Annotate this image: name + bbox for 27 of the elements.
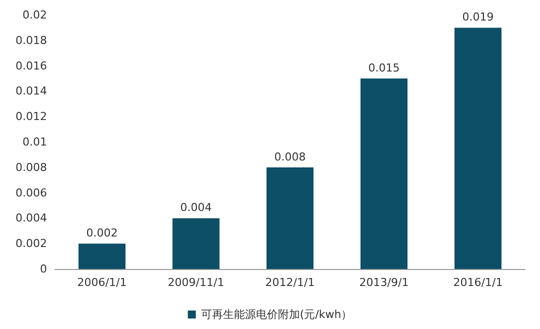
y-tick-label: 0.008 [16, 160, 47, 174]
bar [266, 167, 314, 269]
y-tick-label: 0.01 [22, 136, 47, 148]
bar [454, 28, 502, 269]
bar [172, 218, 220, 269]
y-tick-label: 0 [40, 262, 47, 276]
bar [78, 244, 126, 269]
legend-label: 可再生能源电价附加(元/kwh） [200, 308, 352, 321]
y-tick-label: 0.014 [16, 84, 47, 98]
y-tick-label: 0.002 [16, 237, 47, 250]
data-label: 0.004 [180, 201, 212, 214]
x-tick-label: 2016/1/1 [453, 276, 503, 289]
data-label: 0.008 [274, 150, 306, 164]
x-tick-label: 2012/1/1 [265, 276, 315, 289]
y-tick-label: 0.006 [16, 186, 47, 200]
y-tick-label: 0.012 [16, 110, 47, 124]
y-tick-label: 0.016 [16, 59, 47, 72]
data-label: 0.019 [462, 10, 494, 24]
data-label: 0.015 [368, 62, 400, 74]
y-tick-label: 0.02 [22, 8, 47, 22]
bar [360, 78, 408, 269]
x-tick-label: 2013/9/1 [359, 276, 409, 289]
y-tick-label: 0.018 [16, 34, 47, 47]
y-tick-label: 0.004 [16, 212, 47, 225]
x-tick-label: 2006/1/1 [77, 276, 127, 289]
x-tick-label: 2009/11/1 [168, 276, 224, 289]
data-label: 0.002 [86, 226, 118, 240]
